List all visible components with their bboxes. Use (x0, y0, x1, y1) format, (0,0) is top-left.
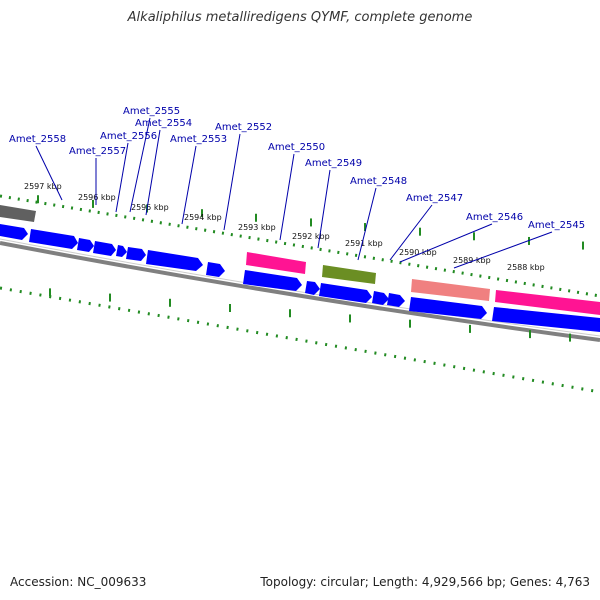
gene-label[interactable]: Amet_2545 (528, 220, 585, 231)
gene-label[interactable]: Amet_2558 (9, 134, 66, 145)
kbp-label: 2588 kbp (507, 263, 545, 272)
grey-feature (0, 205, 36, 222)
kbp-label: 2592 kbp (292, 232, 330, 241)
gene-arrow (372, 291, 389, 305)
gene-label[interactable]: Amet_2549 (305, 158, 362, 169)
gene-leader-line (357, 187, 377, 261)
gene-label[interactable]: Amet_2550 (268, 142, 325, 153)
gene-arrow (116, 245, 127, 257)
gene-leader-line (389, 204, 433, 261)
gene-label[interactable]: Amet_2554 (135, 118, 192, 129)
olive-feature (322, 265, 376, 284)
topology-text: Topology: circular; Length: 4,929,566 bp… (260, 575, 590, 589)
kbp-label: 2593 kbp (238, 223, 276, 232)
gene-leader-line (181, 145, 197, 225)
kbp-label: 2596 kbp (78, 193, 116, 202)
backbone-highlight (0, 238, 600, 337)
gene-arrow (387, 293, 405, 307)
gene-leader-line (129, 117, 151, 213)
upper-gene-row (0, 224, 225, 277)
gene-arrow (146, 250, 203, 271)
gene-label[interactable]: Amet_2546 (466, 212, 523, 223)
gene-arrow (492, 307, 600, 332)
gene-arrow (206, 262, 225, 277)
gene-leader-line (279, 153, 295, 241)
accession-text: Accession: NC_009633 (10, 575, 147, 589)
gene-labels: Amet_2558Amet_2557Amet_2556Amet_2555Amet… (9, 106, 585, 269)
gene-arrow (409, 297, 487, 319)
gene-label[interactable]: Amet_2555 (123, 106, 180, 117)
gene-label[interactable]: Amet_2556 (100, 131, 157, 142)
map-title: Alkaliphilus metalliredigens QYMF, compl… (127, 10, 473, 25)
gene-leader-line (115, 142, 129, 213)
outer-ruler-dots (0, 194, 600, 298)
gene-arrow (93, 241, 116, 256)
gene-label[interactable]: Amet_2547 (406, 193, 463, 204)
kbp-label: 2589 kbp (453, 256, 491, 265)
gene-arrow (126, 247, 146, 261)
gene-label[interactable]: Amet_2548 (350, 176, 407, 187)
gene-leader-line (399, 223, 493, 263)
gene-leader-line (453, 231, 553, 269)
kbp-label: 2597 kbp (24, 182, 62, 191)
gene-label[interactable]: Amet_2553 (170, 134, 227, 145)
gene-arrow (29, 229, 78, 249)
backbone-line (0, 241, 600, 342)
kbp-label: 2595 kbp (131, 203, 169, 212)
lower-gene-row (243, 270, 600, 332)
gene-arrow (305, 281, 320, 295)
gene-label[interactable]: Amet_2552 (215, 122, 272, 133)
gene-label[interactable]: Amet_2557 (69, 146, 126, 157)
gene-arrow (0, 224, 28, 240)
inner-ruler-ticks (49, 288, 571, 342)
gene-leader-line (317, 169, 331, 249)
pink-feature-right (495, 290, 600, 315)
kbp-label: 2594 kbp (184, 213, 222, 222)
gene-leader-line (223, 133, 241, 231)
gene-arrow (319, 283, 372, 303)
gene-arrow (243, 270, 302, 291)
salmon-feature (411, 279, 490, 301)
kbp-label: 2591 kbp (345, 239, 383, 248)
inner-ruler (0, 286, 600, 394)
kbp-tick-labels: 2597 kbp 2596 kbp 2595 kbp 2594 kbp 2593 kbp… (24, 182, 545, 272)
gene-leader-line (145, 129, 161, 216)
kbp-label: 2590 kbp (399, 248, 437, 257)
pink-feature (246, 252, 306, 274)
gene-arrow (77, 238, 94, 252)
gene-leader-line (35, 145, 63, 201)
